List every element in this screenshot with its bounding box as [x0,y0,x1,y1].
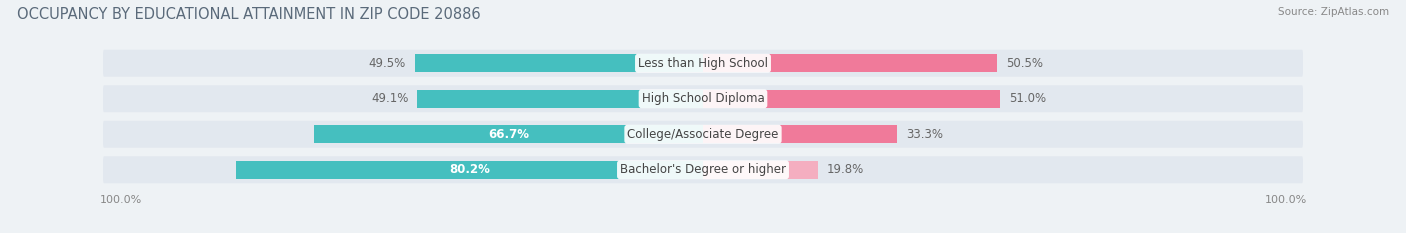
FancyBboxPatch shape [103,156,1303,183]
Text: High School Diploma: High School Diploma [641,92,765,105]
Text: 80.2%: 80.2% [449,163,489,176]
FancyBboxPatch shape [103,50,1303,77]
Text: OCCUPANCY BY EDUCATIONAL ATTAINMENT IN ZIP CODE 20886: OCCUPANCY BY EDUCATIONAL ATTAINMENT IN Z… [17,7,481,22]
Bar [703,89,1000,108]
Bar [236,161,703,179]
Text: 66.7%: 66.7% [488,128,529,141]
Text: 51.0%: 51.0% [1010,92,1046,105]
Text: Bachelor's Degree or higher: Bachelor's Degree or higher [620,163,786,176]
Text: 50.5%: 50.5% [1005,57,1043,70]
Bar [418,89,703,108]
Text: 49.5%: 49.5% [368,57,406,70]
Bar [703,125,897,144]
FancyBboxPatch shape [103,85,1303,112]
FancyBboxPatch shape [103,121,1303,148]
Text: Source: ZipAtlas.com: Source: ZipAtlas.com [1278,7,1389,17]
Bar [415,54,703,72]
Text: 33.3%: 33.3% [905,128,942,141]
Bar [703,161,818,179]
Bar [315,125,703,144]
Text: 49.1%: 49.1% [371,92,408,105]
Text: Less than High School: Less than High School [638,57,768,70]
Text: 19.8%: 19.8% [827,163,865,176]
Text: College/Associate Degree: College/Associate Degree [627,128,779,141]
Bar [703,54,997,72]
